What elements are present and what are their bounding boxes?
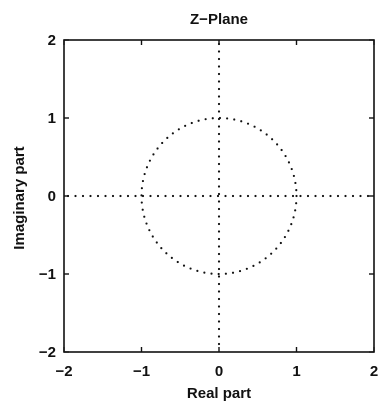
y-axis-label: Imaginary part bbox=[11, 146, 28, 249]
y-tick-label: 2 bbox=[48, 32, 56, 49]
x-tick-label: 0 bbox=[215, 363, 223, 380]
x-tick-label: −1 bbox=[133, 363, 150, 380]
chart-title: Z−Plane bbox=[190, 11, 248, 28]
x-tick-label: −2 bbox=[55, 363, 72, 380]
tick-marks bbox=[63, 39, 375, 353]
x-axis-label: Real part bbox=[187, 385, 251, 402]
y-tick-label: 0 bbox=[48, 188, 56, 205]
y-tick-label: −2 bbox=[39, 344, 56, 361]
axis-lines bbox=[66, 42, 374, 352]
y-tick-label: −1 bbox=[39, 266, 56, 283]
unit-circle bbox=[140, 116, 298, 276]
tick-labels: −2 −1 0 1 2 −2 −1 0 1 2 bbox=[39, 32, 378, 380]
x-tick-label: 1 bbox=[292, 363, 300, 380]
x-tick-label: 2 bbox=[370, 363, 378, 380]
y-tick-label: 1 bbox=[48, 110, 56, 127]
unit-circle-path bbox=[140, 116, 298, 276]
